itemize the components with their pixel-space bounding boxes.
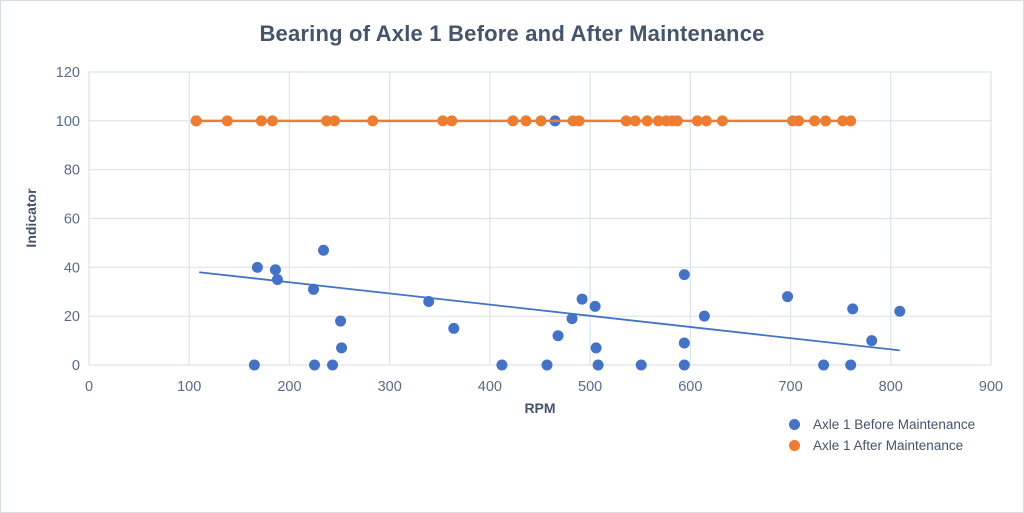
point-after[interactable] — [446, 115, 458, 127]
y-tick-label: 120 — [56, 65, 80, 81]
y-tick-label: 80 — [64, 163, 80, 179]
point-before[interactable] — [589, 300, 601, 312]
x-tick-label: 500 — [578, 379, 602, 395]
point-after[interactable] — [329, 115, 341, 127]
scatter-points-before — [190, 115, 906, 371]
point-before[interactable] — [496, 359, 508, 371]
y-tick-label: 100 — [56, 114, 80, 130]
chart-title: Bearing of Axle 1 Before and After Maint… — [259, 21, 765, 46]
point-after[interactable] — [221, 115, 233, 127]
point-before[interactable] — [336, 342, 348, 354]
legend: Axle 1 Before Maintenance Axle 1 After M… — [789, 417, 975, 453]
point-after[interactable] — [793, 115, 805, 127]
point-after[interactable] — [700, 115, 712, 127]
x-tick-label: 600 — [678, 379, 702, 395]
x-tick-label: 200 — [277, 379, 301, 395]
point-after[interactable] — [629, 115, 641, 127]
y-tick-label: 40 — [64, 260, 80, 276]
point-before[interactable] — [576, 293, 588, 305]
point-before[interactable] — [271, 274, 283, 286]
point-before[interactable] — [251, 261, 263, 273]
point-before[interactable] — [866, 335, 878, 347]
point-before[interactable] — [678, 269, 690, 281]
trendline-before[interactable] — [199, 271, 900, 352]
point-after[interactable] — [671, 115, 683, 127]
point-before[interactable] — [635, 359, 647, 371]
point-after[interactable] — [507, 115, 519, 127]
point-before[interactable] — [845, 359, 857, 371]
legend-marker-before-icon — [789, 419, 800, 430]
x-tick-labels: 0 100 200 300 400 500 600 700 800 900 — [85, 379, 1003, 395]
point-after[interactable] — [520, 115, 532, 127]
point-after[interactable] — [437, 115, 449, 127]
x-tick-label: 700 — [778, 379, 802, 395]
scatter-points-after — [190, 115, 857, 127]
legend-label-after: Axle 1 After Maintenance — [813, 438, 964, 453]
point-after[interactable] — [820, 115, 832, 127]
point-before[interactable] — [423, 296, 435, 308]
point-after[interactable] — [691, 115, 703, 127]
point-before[interactable] — [269, 264, 281, 276]
point-before[interactable] — [678, 359, 690, 371]
y-axis-title: Indicator — [23, 188, 39, 248]
point-before[interactable] — [818, 359, 830, 371]
point-before[interactable] — [327, 359, 339, 371]
point-after[interactable] — [321, 115, 333, 127]
point-before[interactable] — [590, 342, 602, 354]
point-before[interactable] — [248, 359, 260, 371]
y-tick-label: 0 — [72, 358, 80, 374]
point-before[interactable] — [541, 359, 553, 371]
point-after[interactable] — [573, 115, 585, 127]
point-after[interactable] — [716, 115, 728, 127]
point-before[interactable] — [894, 305, 906, 317]
point-after[interactable] — [620, 115, 632, 127]
point-before[interactable] — [335, 315, 347, 327]
legend-marker-after-icon — [789, 440, 800, 451]
point-after[interactable] — [266, 115, 278, 127]
x-tick-label: 300 — [378, 379, 402, 395]
y-tick-labels: 0 20 40 60 80 100 120 — [56, 65, 80, 374]
point-after[interactable] — [367, 115, 379, 127]
point-after[interactable] — [809, 115, 821, 127]
legend-item-after[interactable]: Axle 1 After Maintenance — [789, 438, 975, 453]
point-before[interactable] — [307, 283, 319, 295]
legend-item-before[interactable]: Axle 1 Before Maintenance — [789, 417, 975, 432]
point-before[interactable] — [847, 303, 859, 315]
point-after[interactable] — [190, 115, 202, 127]
point-after[interactable] — [837, 115, 849, 127]
point-before[interactable] — [678, 337, 690, 349]
x-tick-label: 900 — [979, 379, 1003, 395]
point-before[interactable] — [592, 359, 604, 371]
legend-label-before: Axle 1 Before Maintenance — [813, 417, 976, 432]
point-after[interactable] — [652, 115, 664, 127]
point-before[interactable] — [552, 330, 564, 342]
point-before[interactable] — [309, 359, 320, 371]
x-tick-label: 800 — [879, 379, 903, 395]
point-before[interactable] — [318, 244, 330, 256]
point-after[interactable] — [641, 115, 653, 127]
y-tick-label: 20 — [64, 309, 80, 325]
x-tick-label: 100 — [177, 379, 201, 395]
x-tick-label: 400 — [478, 379, 502, 395]
point-before[interactable] — [782, 291, 794, 303]
x-axis-title: RPM — [524, 400, 556, 416]
point-before[interactable] — [698, 310, 710, 322]
point-after[interactable] — [845, 115, 857, 127]
point-before[interactable] — [566, 313, 578, 325]
point-before[interactable] — [448, 322, 460, 334]
point-after[interactable] — [535, 115, 547, 127]
y-tick-label: 60 — [64, 212, 80, 228]
x-tick-label: 0 — [85, 379, 93, 395]
point-after[interactable] — [255, 115, 267, 127]
